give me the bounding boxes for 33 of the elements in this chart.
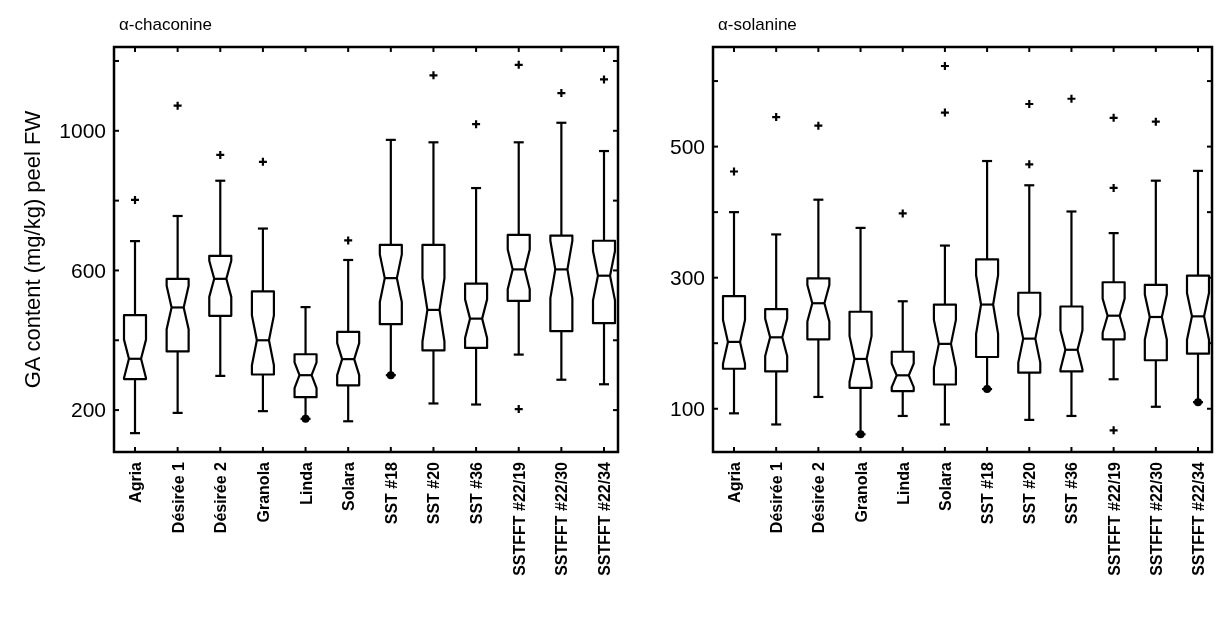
x-tick-label: Agria	[127, 461, 144, 503]
x-tick-label: SST #36	[1063, 461, 1081, 525]
x-tick-label: SSTFFT #22/30	[1147, 461, 1165, 576]
x-tick-label: SST #18	[382, 461, 400, 525]
x-tick-label: Désirée 2	[212, 461, 230, 534]
x-tick-label: SST #18	[979, 461, 997, 525]
x-tick-label: Solara	[340, 461, 358, 511]
x-tick-label: SSTFFT #22/34	[596, 461, 613, 576]
y-tick-label: 300	[669, 266, 705, 290]
chart-title: α-solanine	[718, 15, 797, 34]
x-tick-label: SST #36	[468, 461, 486, 525]
y-tick-label: 100	[669, 397, 705, 421]
y-axis-title: GA content (mg/kg) peel FW	[20, 110, 45, 389]
x-tick-label: Solara	[936, 461, 954, 511]
x-tick-label: SSTFFT #22/30	[553, 461, 571, 576]
x-tick-label: Linda	[297, 461, 315, 505]
x-tick-label: Désirée 1	[768, 461, 786, 534]
x-tick-label: Granola	[852, 461, 870, 523]
x-tick-label: Linda	[894, 461, 912, 505]
x-tick-label: Désirée 2	[810, 461, 828, 534]
x-tick-label: SSTFFT #22/19	[510, 461, 528, 576]
x-tick-label: SST #20	[425, 461, 443, 525]
y-tick-label: 600	[70, 258, 106, 282]
x-tick-label: Désirée 1	[169, 461, 187, 534]
y-tick-label: 200	[70, 398, 106, 422]
chart-title: α-chaconine	[119, 15, 212, 34]
y-tick-label: 500	[669, 134, 705, 158]
x-tick-label: SSTFFT #22/19	[1105, 461, 1123, 576]
x-tick-label: Granola	[254, 461, 272, 523]
x-tick-label: SSTFFT #22/34	[1190, 461, 1207, 576]
x-tick-label: Agria	[726, 461, 743, 503]
y-tick-label: 1000	[59, 119, 106, 143]
x-tick-label: SST #20	[1021, 461, 1039, 525]
